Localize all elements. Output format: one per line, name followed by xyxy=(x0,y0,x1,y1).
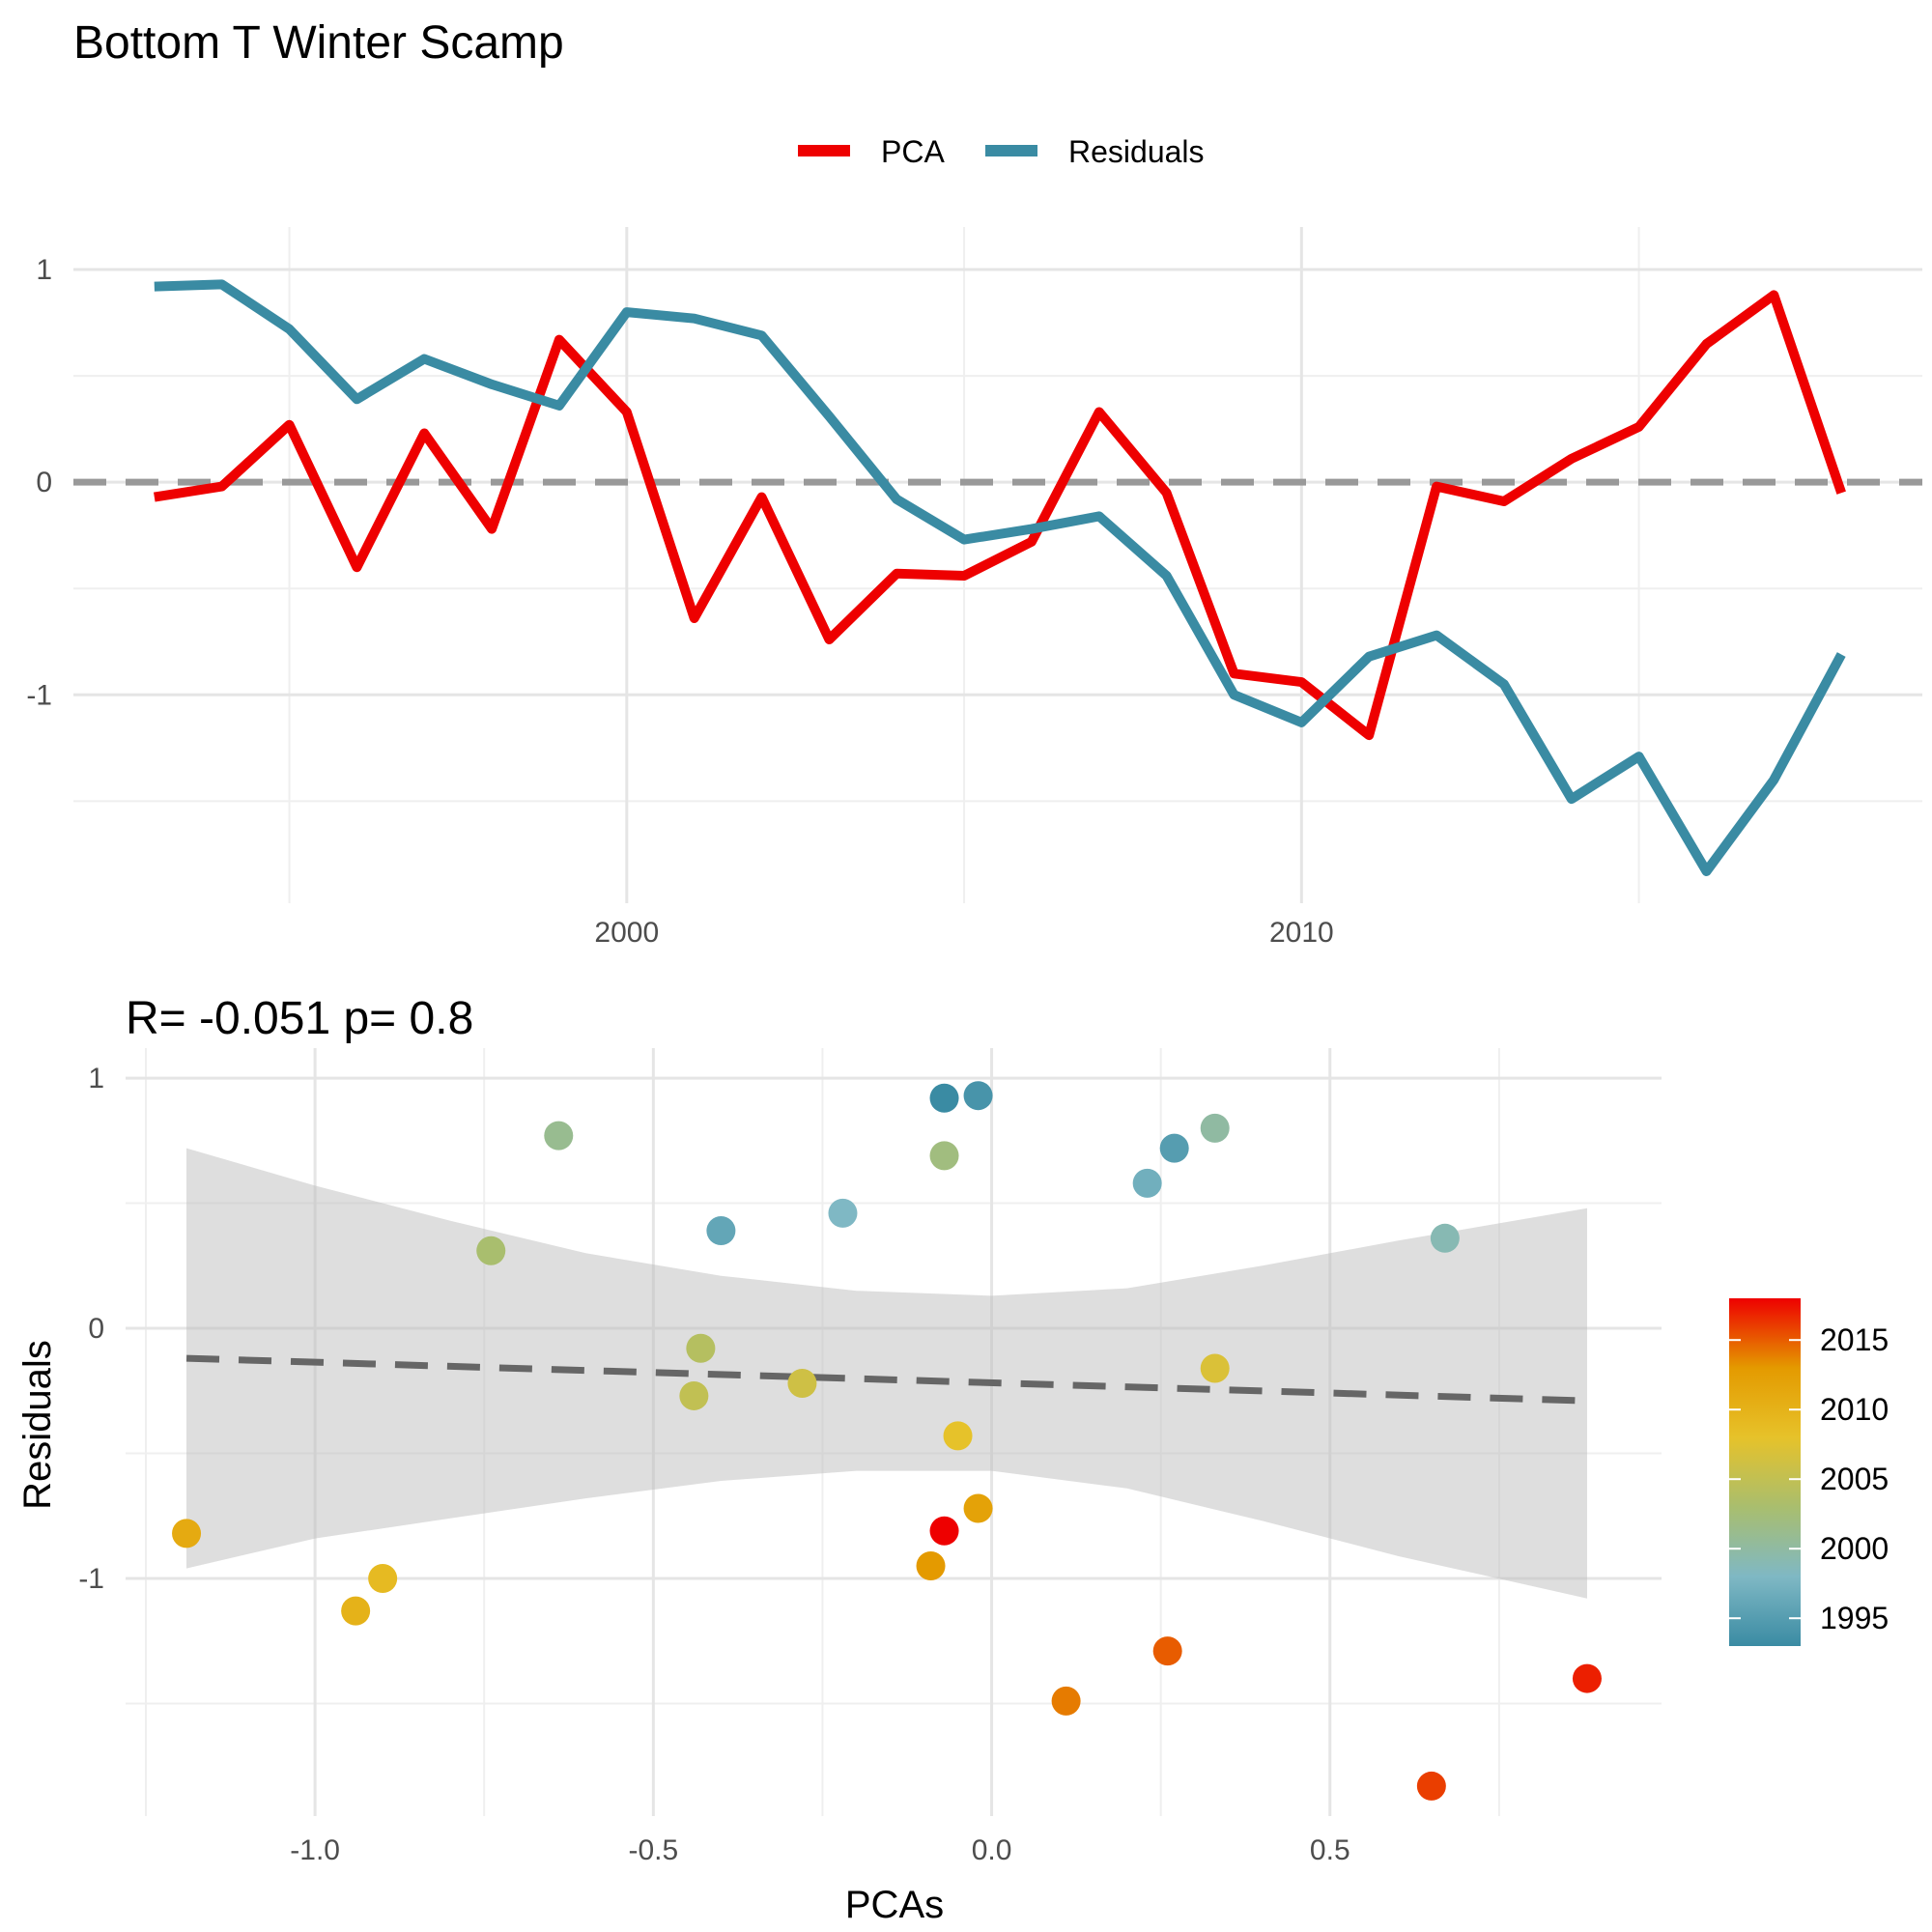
regression-fit-line xyxy=(185,1354,1588,1405)
scatter-point xyxy=(787,1369,817,1399)
scatter-point xyxy=(679,1380,709,1410)
y-tick-label: 0 xyxy=(36,467,52,498)
x-tick-label: 2000 xyxy=(594,917,659,949)
series-line-residuals xyxy=(154,279,1846,876)
colorbar-tick-label: 2015 xyxy=(1820,1322,1889,1357)
top-gridlines xyxy=(73,227,1922,903)
top-tick-labels: 2000 2010 1 0 -1 xyxy=(26,254,1333,949)
scatter-point xyxy=(1200,1353,1230,1383)
scatter-point xyxy=(1159,1133,1189,1163)
fit-line-layer xyxy=(185,1354,1588,1405)
scatter-panel: -1.0 -0.5 0.0 0.5 1 0 -1 xyxy=(78,1048,1662,1866)
y-tick-label: -1 xyxy=(26,679,52,711)
scatter-point xyxy=(929,1083,959,1113)
scatter-point xyxy=(1051,1686,1081,1716)
scatter-points xyxy=(172,1081,1602,1801)
x-axis-label: PCAs xyxy=(845,1884,944,1926)
scatter-point xyxy=(929,1516,959,1546)
scatter-point xyxy=(1430,1223,1460,1253)
y-tick-label: 1 xyxy=(88,1063,104,1094)
scatter-point xyxy=(544,1121,574,1151)
x-tick-label: 0.5 xyxy=(1310,1834,1350,1866)
time-series-panel: 2000 2010 1 0 -1 xyxy=(26,227,1922,949)
scatter-point xyxy=(1152,1636,1182,1666)
scatter-point xyxy=(963,1081,993,1111)
scatter-point xyxy=(706,1216,736,1246)
colorbar-ticks: 2015 2010 2005 2000 1995 xyxy=(1729,1322,1889,1635)
scatter-point xyxy=(943,1421,973,1451)
scatter-point xyxy=(1572,1663,1602,1693)
colorbar: 2015 2010 2005 2000 1995 xyxy=(1729,1298,1889,1646)
legend-label-pca: PCA xyxy=(881,134,945,169)
scatter-point xyxy=(341,1596,371,1626)
y-tick-label: 0 xyxy=(88,1313,104,1345)
scatter-point xyxy=(929,1141,959,1171)
scatter-point xyxy=(828,1198,858,1228)
confidence-band xyxy=(186,1148,1587,1599)
x-tick-label: -0.5 xyxy=(628,1834,678,1866)
scatter-point xyxy=(916,1551,946,1581)
x-tick-label: -1.0 xyxy=(290,1834,340,1866)
x-tick-label: 2010 xyxy=(1269,917,1334,949)
correlation-subtitle: R= -0.051 p= 0.8 xyxy=(126,993,473,1044)
confidence-band-layer xyxy=(186,1148,1587,1599)
colorbar-tick-label: 2010 xyxy=(1820,1392,1889,1427)
y-tick-label: -1 xyxy=(78,1563,104,1595)
scatter-point xyxy=(963,1493,993,1523)
scatter-point xyxy=(686,1333,716,1363)
legend: PCA Residuals xyxy=(798,134,1205,169)
y-axis-label: Residuals xyxy=(16,1340,59,1510)
colorbar-tick-label: 2000 xyxy=(1820,1531,1889,1566)
scatter-point xyxy=(1416,1771,1446,1801)
colorbar-tick-label: 1995 xyxy=(1820,1601,1889,1635)
top-series-lines xyxy=(154,279,1846,876)
series-line-pca xyxy=(154,290,1846,741)
bottom-tick-labels: -1.0 -0.5 0.0 0.5 1 0 -1 xyxy=(78,1063,1350,1866)
scatter-point xyxy=(172,1519,202,1548)
scatter-point xyxy=(476,1236,506,1265)
legend-label-residuals: Residuals xyxy=(1068,134,1205,169)
scatter-point xyxy=(1132,1168,1162,1198)
scatter-point xyxy=(1200,1113,1230,1143)
colorbar-tick-label: 2005 xyxy=(1820,1462,1889,1496)
x-tick-label: 0.0 xyxy=(972,1834,1012,1866)
y-tick-label: 1 xyxy=(36,254,52,286)
colorbar-gradient xyxy=(1729,1298,1801,1646)
scatter-point xyxy=(368,1563,398,1593)
chart-title: Bottom T Winter Scamp xyxy=(73,17,564,69)
